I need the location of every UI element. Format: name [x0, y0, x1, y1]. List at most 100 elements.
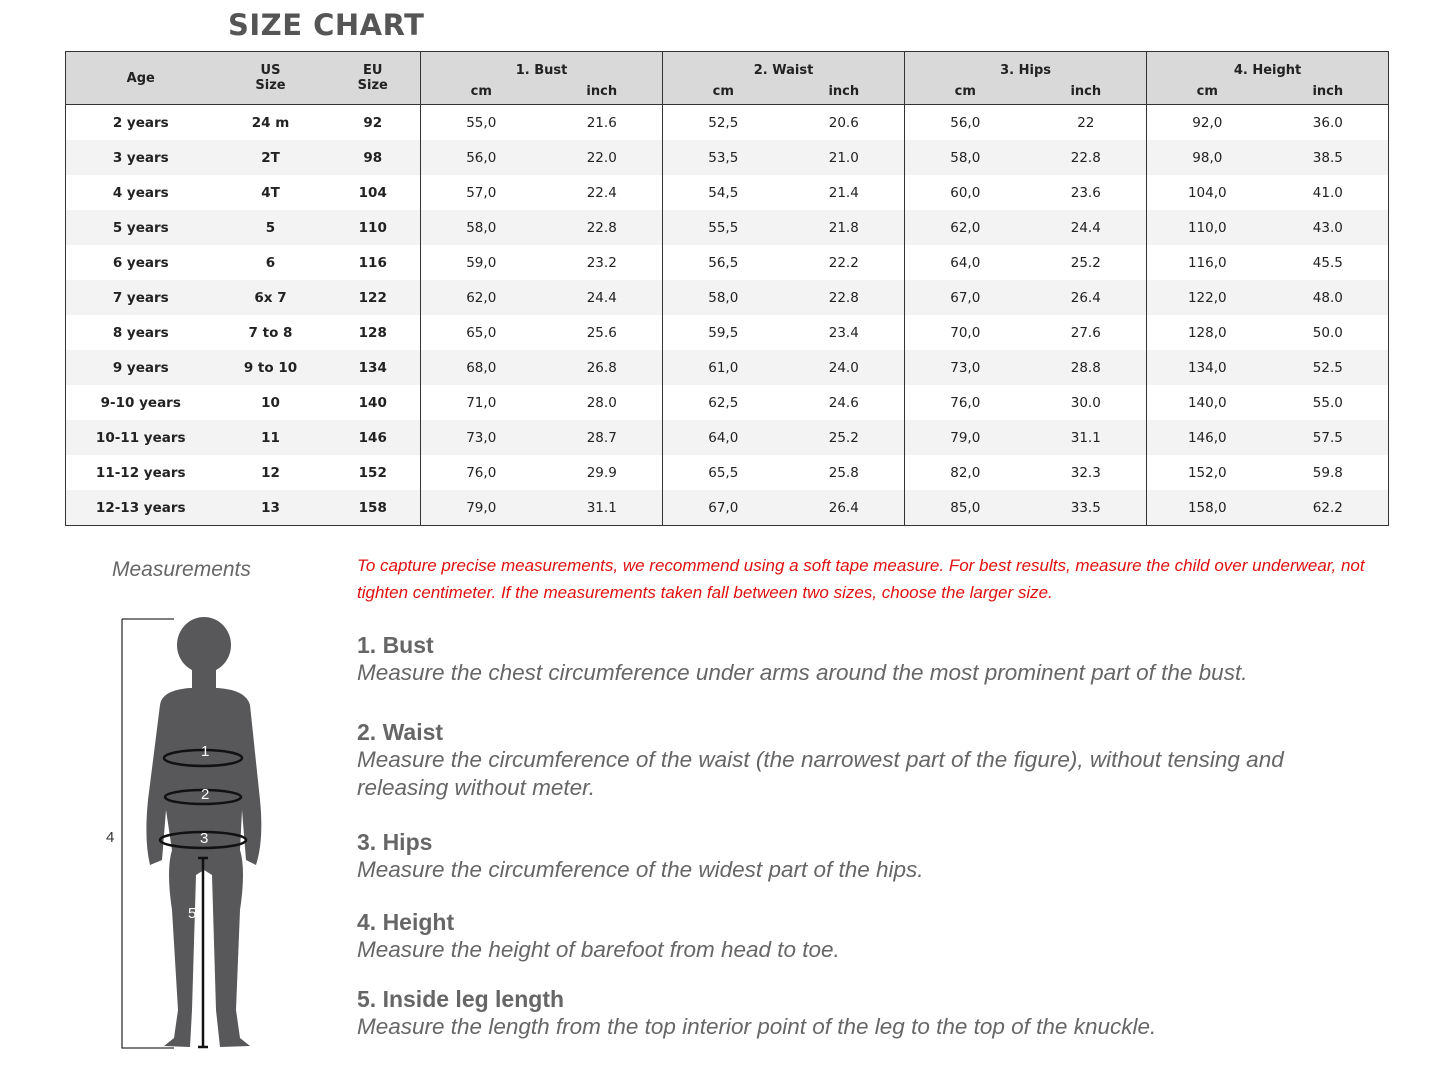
table-cell: 152 [358, 464, 387, 481]
table-cell: 4T [261, 184, 280, 201]
table-cell: 92 [363, 114, 383, 131]
table-cell: 158 [325, 490, 421, 526]
table-row: 11-12 years 12 152 76,0 29.9 65,5 25.8 82,0 32.3… [66, 455, 1389, 490]
header-unit-inch: inch [1025, 78, 1147, 105]
figure-label-height: 4 [106, 829, 114, 846]
item-title: 2. Waist [357, 719, 444, 745]
figure-label-hips: 3 [200, 830, 208, 847]
table-cell: 3 years [65, 140, 216, 175]
table-cell: 24.0 [783, 350, 905, 385]
table-cell: 56,5 [662, 245, 784, 280]
table-cell: 116 [358, 254, 387, 271]
table-cell: 104 [358, 184, 387, 201]
table-cell: 62,0 [420, 280, 542, 315]
table-cell: 21.6 [586, 114, 617, 131]
table-cell: 21.0 [783, 140, 905, 175]
table-row: 6 years 6 116 59,0 23.2 56,5 22.2 64,0 25.2 116,0… [66, 245, 1389, 280]
table-row: 4 years 4T 104 57,0 22.4 54,5 21.4 60,0 23.6 104,… [66, 175, 1389, 210]
body-figure-illustration: 1 2 3 4 5 [106, 617, 262, 1049]
header-us-size: US Size [215, 51, 326, 105]
table-cell: 9-10 years [100, 394, 181, 411]
item-title: 1. Bust [357, 632, 434, 658]
table-cell: 82,0 [904, 455, 1026, 490]
table-cell: 45.5 [1312, 254, 1343, 271]
table-cell: 24.6 [828, 394, 859, 411]
table-cell: 134,0 [1146, 350, 1268, 385]
table-cell: 26.4 [783, 490, 905, 526]
table-row: 10-11 years 11 146 73,0 28.7 64,0 25.2 79,0 31.1… [65, 420, 1389, 455]
table-cell: 55,0 [420, 104, 542, 140]
table-cell: 2 years [112, 114, 169, 131]
table-row: 9-10 years 10 140 71,0 28.0 62,5 24.6 76,0 30.0 1… [66, 385, 1389, 420]
table-cell: 27.6 [1070, 324, 1101, 341]
table-cell: 60,0 [904, 175, 1026, 210]
item-title: 4. Height [357, 909, 455, 935]
table-cell: 62.2 [1267, 490, 1389, 526]
table-cell: 59,0 [420, 245, 542, 280]
table-cell: 57,0 [420, 175, 542, 210]
table-cell: 22.2 [828, 254, 859, 271]
table-cell: 56,0 [904, 104, 1026, 140]
header-height: 4. Height [1146, 51, 1389, 78]
table-cell: 50.0 [1312, 324, 1343, 341]
header-unit-cm: cm [420, 78, 542, 105]
table-row: 9 years 9 to 10 134 68,0 26.8 61,0 24.0 73,0 28.… [65, 350, 1389, 385]
header-unit-inch: inch [541, 78, 663, 105]
table-cell: 13 [215, 490, 326, 526]
header-waist: 2. Waist [662, 51, 905, 78]
table-cell: 128,0 [1146, 315, 1268, 350]
table-cell: 65,5 [662, 455, 784, 490]
table-cell: 48.0 [1267, 280, 1389, 315]
item-text: Measure the circumference of the widest … [357, 857, 924, 882]
item-title: 3. Hips [357, 829, 433, 855]
table-cell: 24.4 [541, 280, 663, 315]
table-cell: 110,0 [1146, 210, 1268, 245]
table-cell: 23.6 [1070, 184, 1101, 201]
table-cell: 24.4 [1025, 210, 1147, 245]
table-cell: 12 [261, 464, 280, 481]
table-cell: 7 years [65, 280, 216, 315]
table-cell: 58,0 [904, 140, 1026, 175]
table-cell: 58,0 [420, 210, 542, 245]
table-cell: 98,0 [1146, 140, 1268, 175]
table-cell: 65,0 [420, 315, 542, 350]
header-unit-cm: cm [662, 78, 784, 105]
table-cell: 58,0 [662, 280, 784, 315]
table-cell: 6 [265, 254, 276, 271]
item-bust: 1. Bust Measure the chest circumference u… [357, 631, 1317, 687]
table-cell: 122 [325, 280, 421, 315]
table-cell: 64,0 [904, 245, 1026, 280]
table-cell: 59.8 [1312, 464, 1343, 481]
table-cell: 25.2 [1070, 254, 1101, 271]
header-bust: 1. Bust [419, 51, 663, 78]
table-cell: 26.8 [541, 350, 663, 385]
item-inside-leg: 5. Inside leg length Measure the length f… [357, 985, 1317, 1041]
table-cell: 146 [325, 420, 421, 455]
table-cell: 55.0 [1312, 394, 1343, 411]
item-text: Measure the length from the top interior… [357, 1014, 1157, 1039]
table-cell: 36.0 [1312, 114, 1343, 131]
table-cell: 62,0 [904, 210, 1026, 245]
table-cell: 67,0 [904, 280, 1026, 315]
table-cell: 68,0 [420, 350, 542, 385]
figure-label-bust: 1 [201, 743, 209, 760]
table-cell: 25.6 [586, 324, 617, 341]
table-cell: 122,0 [1146, 280, 1268, 315]
table-cell: 61,0 [662, 350, 784, 385]
table-row: 7 years 6x 7 122 62,0 24.4 58,0 22.8 67,0 26.4 12… [65, 280, 1389, 315]
table-row: 2 years 24 m 92 55,0 21.6 52,5 20.6 56,0 22 92,0 3… [66, 104, 1389, 140]
height-bracket [121, 619, 174, 1049]
table-cell: 9 years [65, 350, 216, 385]
header-age: Age [65, 51, 216, 105]
table-cell: 9 to 10 [215, 350, 326, 385]
table-cell: 11 [215, 420, 326, 455]
table-cell: 33.5 [1025, 490, 1147, 526]
table-cell: 140 [358, 394, 387, 411]
table-cell: 28.8 [1025, 350, 1147, 385]
table-cell: 146,0 [1146, 420, 1268, 455]
table-cell: 70,0 [904, 315, 1026, 350]
table-cell: 59,5 [662, 315, 784, 350]
table-cell: 24 m [251, 114, 290, 131]
table-cell: 25.8 [828, 464, 859, 481]
table-cell: 6 years [112, 254, 169, 271]
